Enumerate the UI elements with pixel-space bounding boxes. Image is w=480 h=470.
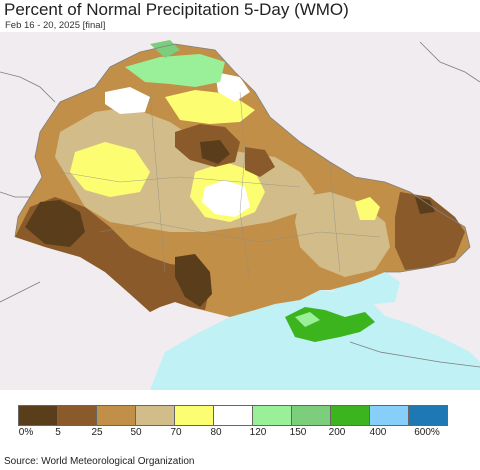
map-title: Percent of Normal Precipitation 5-Day (W…: [4, 0, 349, 19]
legend-swatch-1: [57, 405, 97, 426]
zone-0-5-south: [175, 254, 212, 307]
legend-labels: 0% 5 25 50 70 80 120 150 200 400 600%: [0, 427, 480, 441]
zone-5-25-east: [395, 192, 465, 270]
legend-label: 120: [249, 427, 267, 438]
legend-swatch-0: [18, 405, 58, 426]
zone-70-80-east: [355, 197, 380, 220]
precipitation-map: [0, 32, 480, 390]
zone-80-120-center: [202, 180, 250, 217]
legend-label: 80: [210, 427, 222, 438]
zone-0-5-east: [415, 197, 435, 214]
legend-label: 150: [289, 427, 307, 438]
zone-80-120-north: [105, 87, 150, 114]
zone-0-5-west: [25, 200, 85, 247]
zone-70-80-west: [70, 142, 150, 197]
map-subtitle: Feb 16 - 20, 2025 [final]: [5, 20, 106, 31]
country-borders: [0, 41, 480, 368]
crimea-light: [295, 312, 320, 327]
legend-label: 200: [328, 427, 346, 438]
source-note: Source: World Meteorological Organizatio…: [4, 456, 195, 467]
zone-120-150-north: [125, 54, 225, 87]
legend-swatch-9: [369, 405, 409, 426]
legend-swatch-2: [96, 405, 136, 426]
legend-swatch-8: [330, 405, 370, 426]
legend-label: 600%: [414, 427, 440, 438]
legend-label: 70: [170, 427, 182, 438]
legend-swatch-7: [291, 405, 331, 426]
legend-label: 400: [369, 427, 387, 438]
azov-sea: [330, 272, 400, 304]
zone-5-25-center: [245, 147, 275, 177]
legend-label: 5: [55, 427, 61, 438]
legend-swatch-5: [213, 405, 253, 426]
legend-bar: [18, 405, 448, 426]
region-borders: [59, 91, 381, 283]
legend-swatch-6: [252, 405, 292, 426]
legend-swatch-4: [174, 405, 214, 426]
zone-0-5-north: [200, 140, 230, 164]
legend-label: 25: [91, 427, 103, 438]
legend-label: 50: [130, 427, 142, 438]
zone-80-120-north2: [215, 72, 250, 102]
legend-label: 0%: [18, 427, 34, 438]
legend-swatch-3: [135, 405, 175, 426]
legend-swatch-10: [408, 405, 448, 426]
